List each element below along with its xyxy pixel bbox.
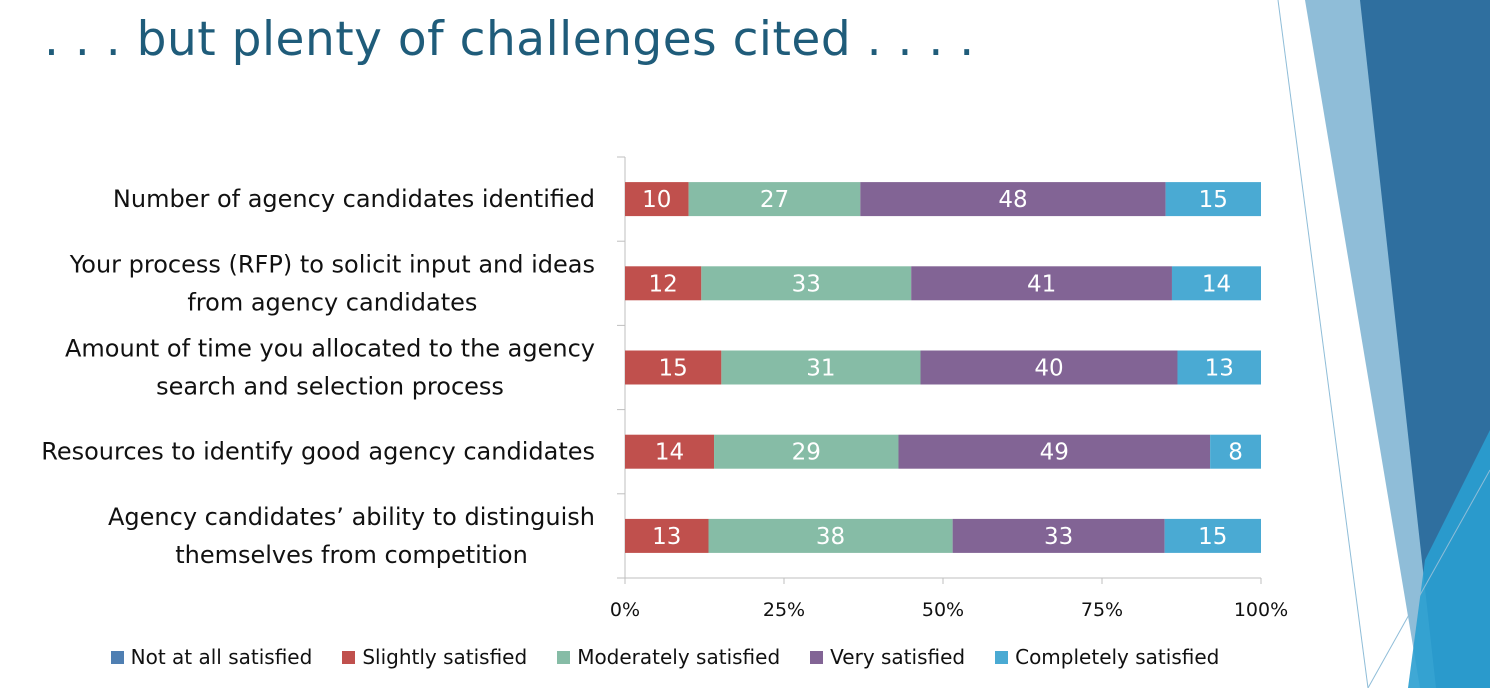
bar-segment <box>625 434 715 469</box>
data-label: 29 <box>792 440 821 466</box>
chart-legend: Not at all satisfied Slightly satisfied Mo… <box>0 645 1330 669</box>
data-label: 40 <box>1034 356 1063 382</box>
bar-segment <box>625 266 702 301</box>
data-label: 12 <box>649 271 678 297</box>
data-label: 27 <box>760 187 789 213</box>
data-label: 13 <box>652 524 681 550</box>
data-label: 33 <box>1044 524 1073 550</box>
x-tick-label: 100% <box>1234 599 1288 621</box>
bar-segment <box>1164 518 1261 553</box>
legend-label: Moderately satisfied <box>577 645 781 669</box>
legend-label: Not at all satisfied <box>130 645 313 669</box>
bar-segment <box>911 266 1172 301</box>
legend-item: Not at all satisfied <box>110 645 313 669</box>
bar-segment <box>860 182 1166 217</box>
data-label: 14 <box>655 440 684 466</box>
data-label: 15 <box>1198 524 1227 550</box>
category-label: Amount of time you allocated to the agen… <box>65 335 595 363</box>
data-label: 13 <box>1205 356 1234 382</box>
bar-segment <box>625 350 722 385</box>
bar-segment <box>898 434 1211 469</box>
deco-line-1 <box>1277 0 1369 688</box>
deco-line-2 <box>1367 469 1490 688</box>
category-label: search and selection process <box>156 373 504 401</box>
legend-swatch <box>110 650 124 664</box>
data-label: 14 <box>1202 271 1231 297</box>
legend-swatch <box>810 650 824 664</box>
data-label: 38 <box>816 524 845 550</box>
category-label: Resources to identify good agency candid… <box>41 438 595 466</box>
data-label: 48 <box>998 187 1027 213</box>
data-label: 8 <box>1228 440 1243 466</box>
bar-segment <box>1210 434 1261 469</box>
legend-label: Slightly satisfied <box>362 645 528 669</box>
x-tick-label: 75% <box>1081 599 1123 621</box>
legend-swatch <box>557 650 571 664</box>
legend-label: Very satisfied <box>830 645 966 669</box>
deco-cyan-band <box>1408 430 1490 688</box>
x-tick-label: 50% <box>922 599 964 621</box>
legend-swatch <box>995 650 1009 664</box>
data-label: 31 <box>806 356 835 382</box>
x-tick-label: 0% <box>610 599 640 621</box>
data-label: 10 <box>642 187 671 213</box>
data-label: 15 <box>659 356 688 382</box>
legend-swatch <box>342 650 356 664</box>
bar-segment <box>625 518 709 553</box>
data-label: 15 <box>1199 187 1228 213</box>
data-label: 33 <box>792 271 821 297</box>
legend-item: Very satisfied <box>810 645 965 669</box>
slide-title: . . . but plenty of challenges cited . .… <box>44 12 975 67</box>
legend-item: Slightly satisfied <box>342 645 527 669</box>
bar-segment <box>625 182 689 217</box>
stacked-bar-chart: 0% 25% 50% 75% 100% 10 27 48 15 Number of agency … <box>41 156 1288 621</box>
category-label: Number of agency candidates identified <box>113 185 595 213</box>
category-label: Your process (RFP) to solicit input and … <box>69 250 595 278</box>
x-tick-label: 25% <box>763 599 805 621</box>
legend-label: Completely satisfied <box>1015 645 1220 669</box>
bar-segment <box>708 518 953 553</box>
legend-item: Moderately satisfied <box>557 645 780 669</box>
category-label: Agency candidates’ ability to distinguis… <box>108 503 595 531</box>
bar-segment <box>721 350 921 385</box>
deco-light-band <box>1305 0 1452 688</box>
data-label: 41 <box>1027 271 1056 297</box>
category-label: from agency candidates <box>187 288 477 316</box>
bar-segment <box>688 182 861 217</box>
bar-segment <box>1171 266 1261 301</box>
bar-segment <box>952 518 1165 553</box>
bar-segment <box>1165 182 1261 217</box>
bar-segment <box>920 350 1178 385</box>
category-label: themselves from competition <box>175 541 528 569</box>
data-label: 49 <box>1040 440 1069 466</box>
legend-item: Completely satisfied <box>995 645 1219 669</box>
bar-segment <box>1177 350 1261 385</box>
bar-segment <box>714 434 899 469</box>
bar-segment <box>701 266 912 301</box>
